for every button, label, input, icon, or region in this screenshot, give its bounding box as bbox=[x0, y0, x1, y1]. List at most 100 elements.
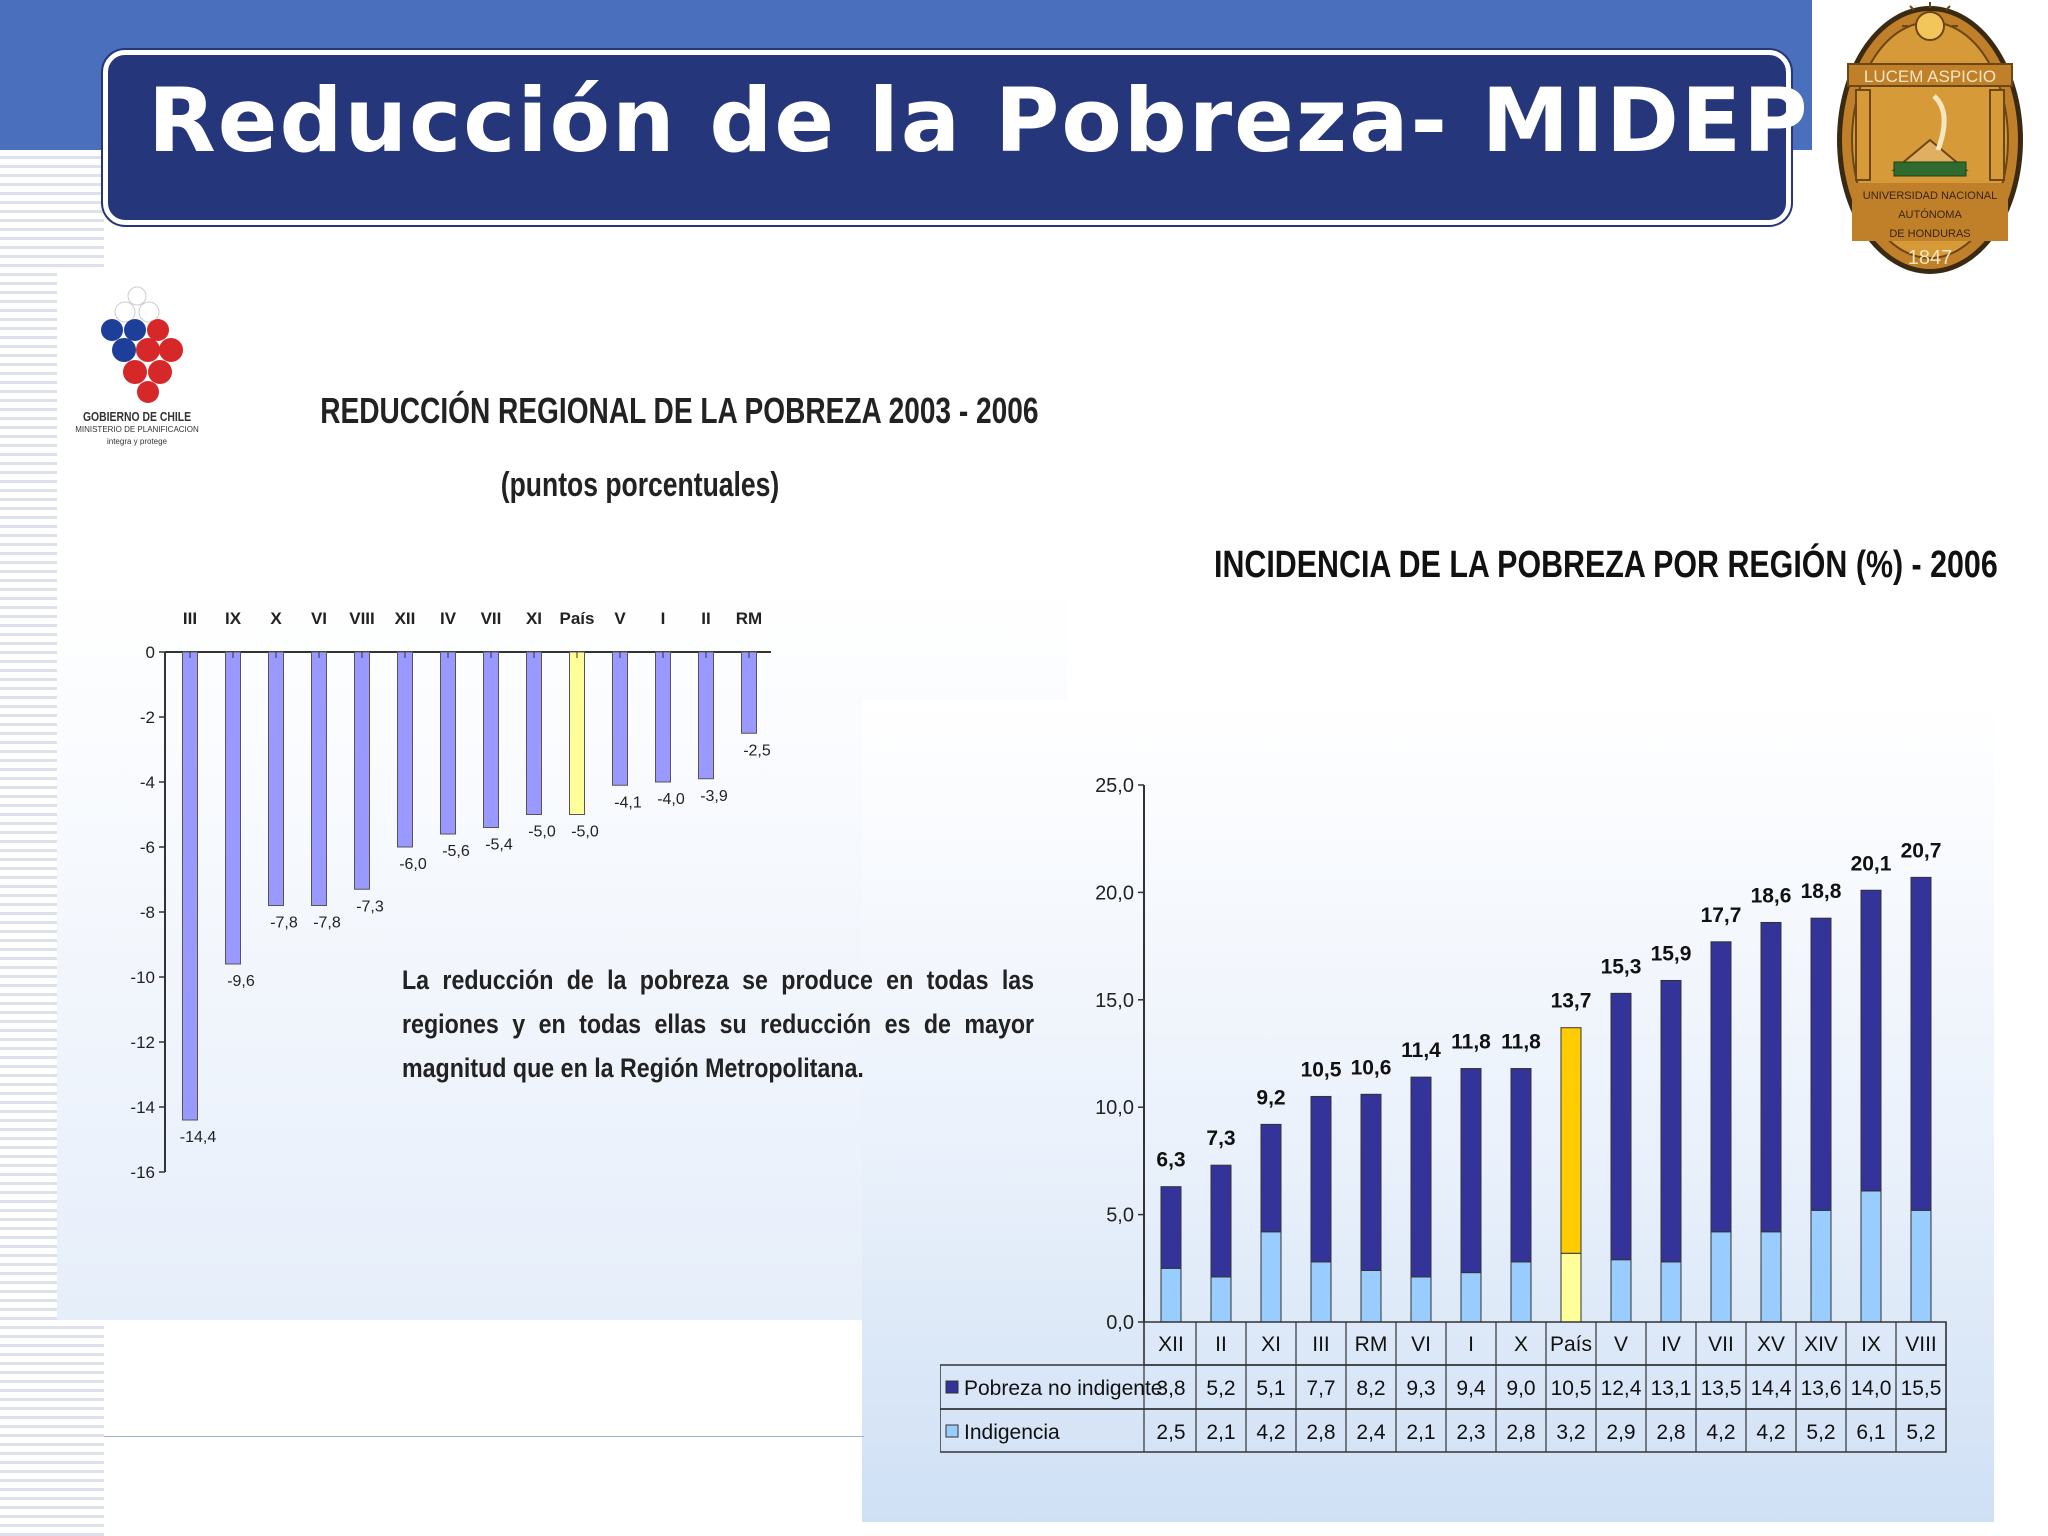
bar bbox=[182, 651, 198, 1121]
series-value-label: 13,6 bbox=[1801, 1377, 1842, 1400]
bar bbox=[268, 651, 284, 906]
legend-swatch-no-indigente bbox=[945, 1380, 959, 1394]
bar-indigencia bbox=[1360, 1269, 1382, 1323]
data-label: -5,6 bbox=[442, 843, 470, 860]
bar-indigencia bbox=[1260, 1231, 1282, 1323]
category-label: I bbox=[1468, 1333, 1474, 1356]
series-value-label: 4,2 bbox=[1256, 1421, 1285, 1444]
series-value-label: 2,9 bbox=[1606, 1421, 1635, 1444]
bar-no-indigente bbox=[1410, 1076, 1432, 1278]
bar bbox=[612, 651, 628, 786]
series-value-label: 5,2 bbox=[1806, 1421, 1835, 1444]
seal-line-2: AUTÓNOMA bbox=[1898, 208, 1962, 221]
series-value-label: 2,4 bbox=[1356, 1421, 1386, 1444]
y-tick-label: -8 bbox=[140, 903, 155, 922]
category-label: III bbox=[1312, 1333, 1330, 1356]
bar-no-indigente bbox=[1310, 1095, 1332, 1263]
data-label: -2,5 bbox=[743, 742, 771, 759]
series-value-label: 5,1 bbox=[1256, 1377, 1285, 1400]
bar-indigencia bbox=[1610, 1259, 1632, 1323]
category-label: III bbox=[183, 609, 197, 628]
bar-indigencia bbox=[1710, 1231, 1732, 1323]
bar-no-indigente bbox=[1810, 917, 1832, 1211]
table-series-row bbox=[940, 1408, 1947, 1453]
category-label: II bbox=[701, 609, 710, 628]
category-label: RM bbox=[736, 609, 762, 628]
total-label: 7,3 bbox=[1206, 1127, 1235, 1150]
bar-no-indigente bbox=[1360, 1093, 1382, 1271]
seal-line-3: DE HONDURAS bbox=[1889, 228, 1970, 240]
bar-no-indigente bbox=[1510, 1068, 1532, 1263]
bar-indigencia bbox=[1160, 1267, 1182, 1323]
series-value-label: 2,1 bbox=[1206, 1421, 1235, 1444]
series-value-label: 8,2 bbox=[1356, 1377, 1385, 1400]
right-stacked-bar-chart: 0,0 5,0 10,0 15,0 20,0 25,0 6,3 7,3 9,2 10,5 10,6 1… bbox=[940, 775, 1947, 1453]
y-tick-label: -14 bbox=[130, 1098, 155, 1117]
category-label: IX bbox=[225, 609, 242, 628]
data-label: -9,6 bbox=[227, 973, 255, 990]
legend-label: Pobreza no indigente bbox=[964, 1377, 1163, 1400]
seal-motto: LUCEM ASPICIO bbox=[1864, 67, 1996, 86]
category-label: País bbox=[1550, 1333, 1592, 1356]
legend-label: Indigencia bbox=[964, 1421, 1060, 1444]
series-value-label: 9,4 bbox=[1456, 1377, 1486, 1400]
bar-indigencia bbox=[1860, 1190, 1882, 1323]
data-label: -5,0 bbox=[571, 824, 599, 841]
gobierno-chile-logo: GOBIERNO DE CHILE MINISTERIO DE PLANIFIC… bbox=[62, 282, 212, 462]
bar bbox=[311, 651, 327, 906]
category-label: VII bbox=[481, 609, 502, 628]
bar-no-indigente bbox=[1860, 889, 1882, 1192]
y-tick-label: 25,0 bbox=[1095, 775, 1134, 797]
series-value-label: 4,2 bbox=[1706, 1421, 1735, 1444]
y-tick-label: 0 bbox=[146, 643, 155, 662]
right-chart-title: INCIDENCIA DE LA POBREZA POR REGIÓN (%) … bbox=[1214, 544, 1998, 586]
category-label: VI bbox=[1411, 1333, 1431, 1356]
bar-indigencia bbox=[1210, 1276, 1232, 1323]
category-label: XIV bbox=[1804, 1333, 1838, 1356]
data-label: -7,8 bbox=[270, 915, 298, 932]
category-label: IV bbox=[1661, 1333, 1681, 1356]
series-value-label: 9,0 bbox=[1506, 1377, 1535, 1400]
total-label: 20,1 bbox=[1851, 852, 1892, 875]
bar-no-indigente bbox=[1660, 979, 1682, 1263]
data-label: -6,0 bbox=[399, 856, 427, 873]
series-value-label: 7,7 bbox=[1306, 1377, 1335, 1400]
bar-no-indigente bbox=[1460, 1068, 1482, 1274]
series-value-label: 2,8 bbox=[1656, 1421, 1685, 1444]
bar-no-indigente bbox=[1210, 1164, 1232, 1278]
bar bbox=[655, 651, 671, 783]
bar bbox=[397, 651, 413, 848]
category-label: VII bbox=[1708, 1333, 1734, 1356]
total-label: 6,3 bbox=[1156, 1149, 1185, 1172]
category-label: XI bbox=[526, 609, 542, 628]
y-tick-label: 0,0 bbox=[1106, 1312, 1134, 1334]
y-tick-label: -10 bbox=[130, 968, 155, 987]
series-value-label: 2,8 bbox=[1306, 1421, 1335, 1444]
left-chart-title: REDUCCIÓN REGIONAL DE LA POBREZA 2003 - … bbox=[320, 390, 1039, 431]
seal-year: 1847 bbox=[1908, 247, 1953, 269]
bar bbox=[569, 651, 585, 815]
y-tick-label: -16 bbox=[130, 1163, 155, 1182]
category-label: IV bbox=[440, 609, 457, 628]
bar-indigencia bbox=[1560, 1252, 1582, 1323]
university-seal: LUCEM ASPICIO UNIVERSIDAD NACIONAL AUTÓN… bbox=[1837, 2, 2023, 274]
bar-indigencia bbox=[1460, 1272, 1482, 1323]
logo-mark-icon bbox=[101, 286, 183, 403]
bar-indigencia bbox=[1410, 1276, 1432, 1323]
series-value-label: 4,2 bbox=[1756, 1421, 1785, 1444]
total-label: 9,2 bbox=[1256, 1086, 1285, 1109]
total-label: 18,8 bbox=[1801, 880, 1842, 903]
seal-line-1: UNIVERSIDAD NACIONAL bbox=[1863, 190, 1997, 202]
y-tick-label: -12 bbox=[130, 1033, 155, 1052]
data-label: -4,1 bbox=[614, 794, 642, 811]
y-tick-label: 5,0 bbox=[1106, 1205, 1134, 1227]
category-label: V bbox=[1614, 1333, 1628, 1356]
series-value-label: 3,8 bbox=[1156, 1377, 1185, 1400]
series-value-label: 14,0 bbox=[1851, 1377, 1892, 1400]
category-label: IX bbox=[1861, 1333, 1881, 1356]
total-label: 13,7 bbox=[1551, 990, 1592, 1013]
bar-no-indigente bbox=[1760, 921, 1782, 1233]
bar-no-indigente bbox=[1710, 941, 1732, 1233]
total-label: 11,8 bbox=[1451, 1031, 1491, 1054]
bar bbox=[354, 651, 370, 890]
